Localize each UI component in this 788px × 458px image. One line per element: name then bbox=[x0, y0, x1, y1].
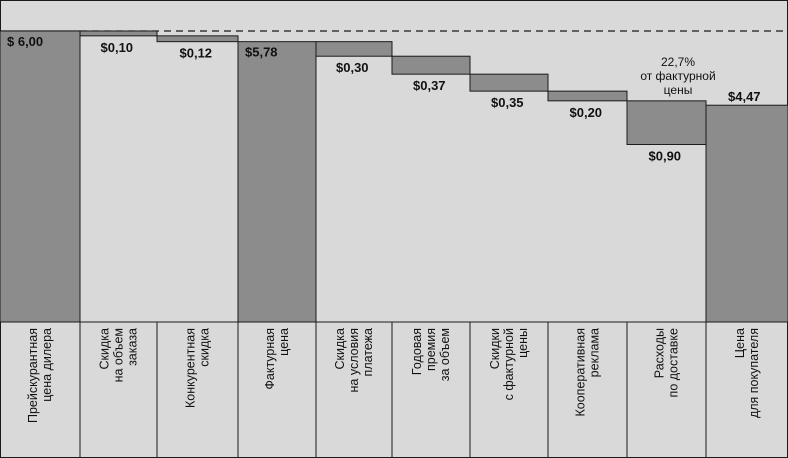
category-label-line: цена bbox=[277, 328, 291, 356]
data-label-6: $0,37 bbox=[413, 78, 446, 93]
bar-9 bbox=[626, 100, 707, 145]
category-label-line: цена дилера bbox=[40, 328, 54, 402]
category-label-line: Расходы bbox=[653, 328, 667, 378]
category-label-line: Прейскурантная bbox=[26, 328, 40, 423]
category-label-line: Скидка bbox=[98, 328, 112, 370]
data-label-3: $0,12 bbox=[180, 46, 213, 61]
data-label-8: $0,20 bbox=[570, 105, 603, 120]
bar-2 bbox=[79, 30, 158, 37]
category-label-line: на объем bbox=[112, 328, 126, 382]
category-label-line: Цена bbox=[733, 328, 747, 358]
bar-3 bbox=[156, 35, 239, 43]
bar-5 bbox=[315, 41, 393, 57]
category-label-line: цены bbox=[516, 328, 530, 358]
category-label-line: Фактурная bbox=[263, 328, 277, 390]
category-label-line: по доставке bbox=[667, 328, 681, 397]
bar-8 bbox=[547, 90, 628, 102]
category-label-8: Кооперативная реклама bbox=[574, 328, 602, 417]
category-label-5: Скидка на условия платежа bbox=[333, 328, 375, 393]
category-label-line: Скидка bbox=[333, 328, 347, 370]
data-label-4: $5,78 bbox=[245, 45, 278, 60]
category-label-line: Годовая bbox=[410, 328, 424, 375]
annotation-text: 22,7% от фактурной цены bbox=[640, 55, 715, 97]
data-label-9: $0,90 bbox=[649, 148, 682, 163]
category-label-1: Прейскурантная цена дилера bbox=[26, 328, 54, 423]
data-label-2: $0,10 bbox=[101, 40, 134, 55]
category-label-line: заказа bbox=[126, 328, 140, 366]
category-label-line: скидка bbox=[198, 328, 212, 367]
data-label-7: $0,35 bbox=[491, 95, 524, 110]
category-label-9: Расходы по доставке bbox=[653, 328, 681, 397]
category-label-line: с фактурной bbox=[502, 328, 516, 400]
data-label-1: $ 6,00 bbox=[7, 34, 43, 49]
bar-10 bbox=[705, 104, 788, 323]
category-label-4: Фактурная цена bbox=[263, 328, 291, 390]
bar-1 bbox=[0, 30, 81, 323]
category-label-3: Конкурентная скидка bbox=[184, 328, 212, 408]
data-label-10: $4,47 bbox=[728, 89, 761, 104]
bar-7 bbox=[469, 73, 549, 92]
bar-6 bbox=[391, 55, 471, 75]
category-label-line: за объем bbox=[438, 328, 452, 381]
category-label-line: Конкурентная bbox=[184, 328, 198, 408]
category-label-line: платежа bbox=[361, 328, 375, 376]
category-label-line: премия bbox=[424, 328, 438, 371]
bar-4 bbox=[237, 41, 317, 323]
category-label-7: Скидки с фактурной цены bbox=[488, 328, 530, 400]
data-label-5: $0,30 bbox=[336, 60, 369, 75]
category-label-line: Кооперативная bbox=[574, 328, 588, 417]
category-label-line: для покупателя bbox=[747, 328, 761, 418]
category-label-line: на условия bbox=[347, 328, 361, 392]
category-label-2: Скидка на объем заказа bbox=[98, 328, 140, 382]
category-label-10: Цена для покупателя bbox=[733, 328, 761, 418]
category-label-line: реклама bbox=[588, 328, 602, 377]
category-label-6: Годовая премия за объем bbox=[410, 328, 452, 381]
category-label-line: Скидки bbox=[488, 328, 502, 369]
